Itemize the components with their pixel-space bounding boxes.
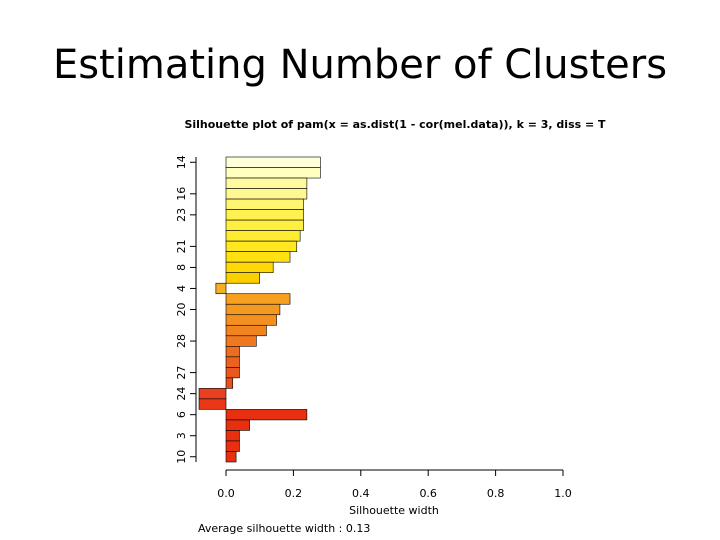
- bar: [225, 177, 308, 189]
- y-tick-label: 6: [175, 411, 188, 418]
- bar: [225, 230, 301, 242]
- y-tick-label: 3: [175, 432, 188, 439]
- y-tick-label: 16: [175, 187, 188, 201]
- bar: [225, 272, 261, 284]
- x-axis-label: Silhouette width: [349, 504, 439, 517]
- bar: [225, 209, 304, 221]
- x-tick-label: 0.2: [285, 487, 303, 500]
- bar: [215, 282, 227, 295]
- bar: [225, 156, 321, 168]
- x-tick-label: 0.0: [217, 487, 235, 500]
- y-tick-label: 23: [175, 208, 188, 222]
- y-tick-label: 24: [175, 387, 188, 401]
- bar: [225, 251, 291, 263]
- bar: [225, 167, 321, 179]
- bar: [198, 388, 227, 400]
- bar: [198, 398, 227, 410]
- x-tick-label: 0.4: [352, 487, 370, 500]
- bar: [225, 240, 298, 252]
- bar: [225, 367, 240, 379]
- y-tick-label: 10: [175, 450, 188, 464]
- bar: [225, 198, 304, 210]
- y-tick-label: 4: [175, 285, 188, 292]
- bar: [225, 314, 277, 326]
- bar: [225, 356, 240, 368]
- y-tick-label: 14: [175, 155, 188, 169]
- bar: [225, 451, 237, 463]
- bar: [225, 419, 250, 431]
- bar: [225, 324, 267, 337]
- bar: [225, 261, 274, 273]
- bar: [225, 219, 304, 231]
- y-tick-label: 20: [175, 303, 188, 317]
- bar: [225, 346, 240, 358]
- chart-title: Silhouette plot of pam(x = as.dist(1 - c…: [184, 118, 606, 131]
- y-tick-label: 8: [175, 264, 188, 271]
- footer: Average silhouette width : 0.13: [198, 522, 370, 535]
- bar: [225, 293, 291, 305]
- bar: [225, 409, 308, 421]
- y-tick-label: 28: [175, 334, 188, 348]
- bar: [225, 303, 281, 316]
- bar: [225, 335, 257, 347]
- x-tick-label: 1.0: [554, 487, 572, 500]
- bar: [225, 188, 308, 200]
- y-tick-label: 27: [175, 366, 188, 380]
- bar: [225, 430, 240, 442]
- y-tick-label: 21: [175, 239, 188, 253]
- bar: [225, 440, 240, 452]
- x-tick-label: 0.6: [419, 487, 437, 500]
- bar: [225, 377, 234, 389]
- slide-title: Estimating Number of Clusters: [53, 42, 667, 88]
- x-tick-label: 0.8: [487, 487, 505, 500]
